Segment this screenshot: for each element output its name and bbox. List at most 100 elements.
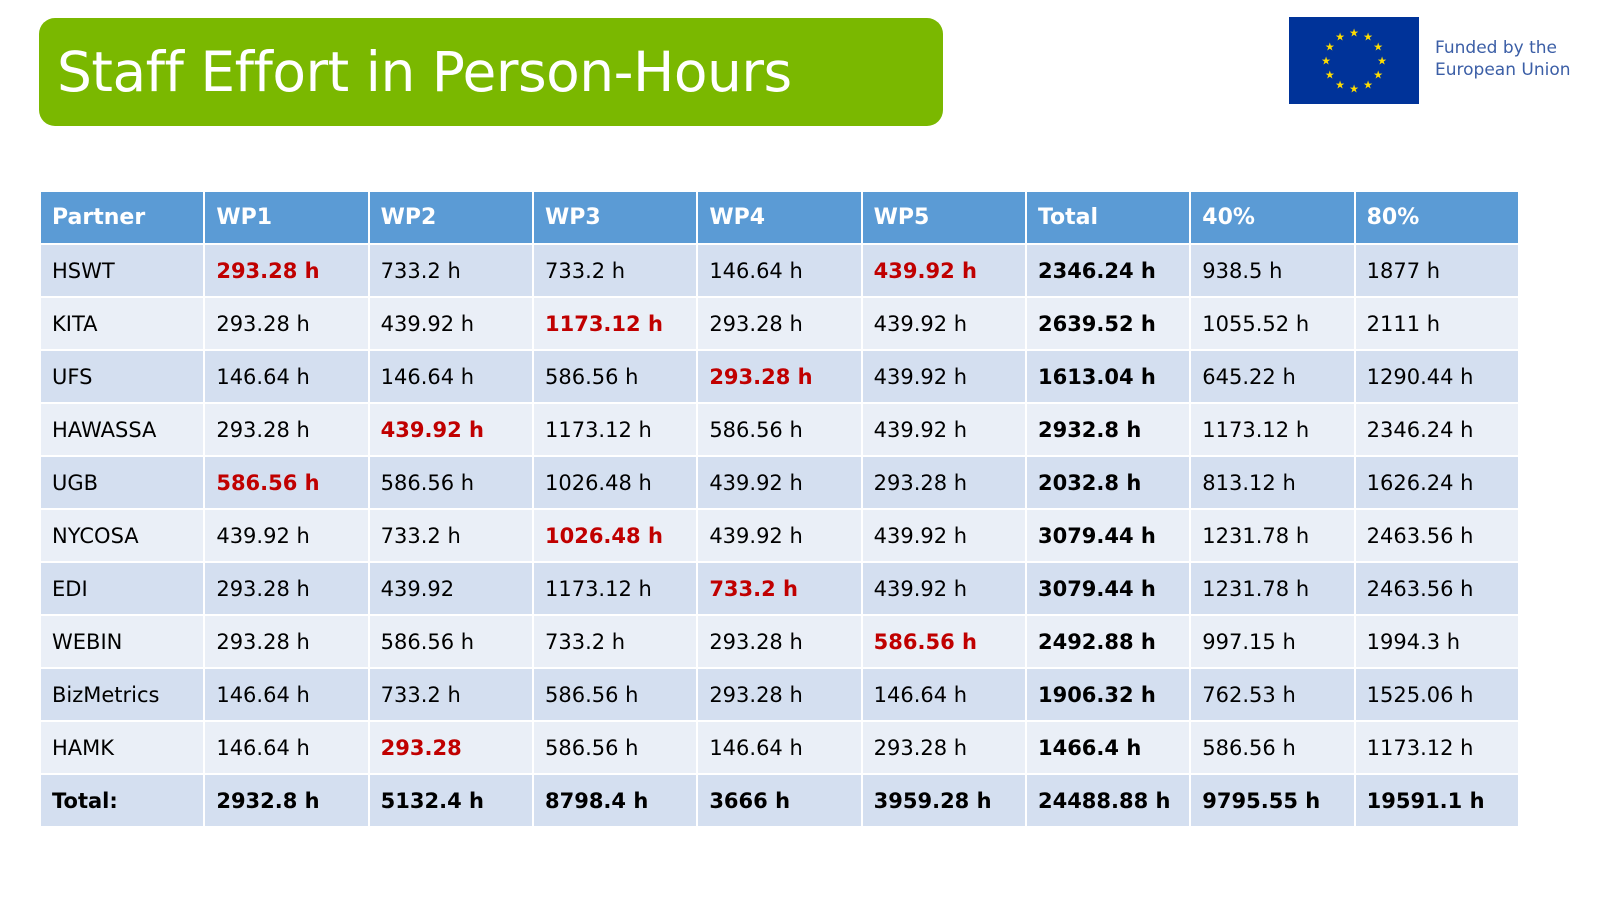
hours-cell: 439.92 h — [860, 402, 1027, 457]
hours-cell: 439.92 h — [860, 349, 1027, 404]
star-icon: ★ — [1349, 27, 1359, 40]
total-value-cell: 3666 h — [696, 773, 863, 828]
hours-cell: 733.2 h — [531, 243, 699, 298]
star-icon: ★ — [1325, 69, 1335, 82]
table-row: HSWT 293.28 h 733.2 h 733.2 h 146.64 h 439.92… — [38, 243, 1521, 298]
hours-cell: 439.92 h — [860, 296, 1027, 351]
hours-cell: 586.56 h — [531, 349, 699, 404]
hours-cell: 1055.52 h — [1189, 296, 1356, 351]
total-cell: 1613.04 h — [1024, 349, 1192, 404]
total-cell: 2639.52 h — [1024, 296, 1192, 351]
hours-cell: 293.28 h — [860, 455, 1027, 510]
hours-cell: 1173.12 h — [531, 561, 699, 616]
total-cell: 3079.44 h — [1024, 561, 1192, 616]
hours-cell: 439.92 h — [203, 508, 370, 563]
total-cell: 2492.88 h — [1024, 614, 1192, 669]
column-header: WP4 — [696, 190, 863, 245]
total-value-cell: 5132.4 h — [367, 773, 534, 828]
hours-cell: 293.28 h — [203, 561, 370, 616]
hours-cell: 1173.12 h — [531, 402, 699, 457]
table-row: HAWASSA 293.28 h 439.92 h 1173.12 h 586.56 h… — [38, 402, 1521, 457]
table-row: EDI 293.28 h 439.92 1173.12 h 733.2 h 439.92 … — [38, 561, 1521, 616]
hours-cell: 645.22 h — [1189, 349, 1356, 404]
hours-cell: 439.92 h — [367, 296, 534, 351]
hours-cell: 733.2 h — [367, 243, 534, 298]
hours-cell: 146.64 h — [367, 349, 534, 404]
hours-cell: 439.92 h — [860, 508, 1027, 563]
funding-text: Funded by the European Union — [1435, 37, 1571, 81]
hours-cell: 1026.48 h — [531, 508, 699, 563]
total-value-cell: 24488.88 h — [1024, 773, 1192, 828]
partner-cell: HAWASSA — [38, 402, 206, 457]
table-row: UFS 146.64 h 146.64 h 586.56 h 293.28 h 439.9… — [38, 349, 1521, 404]
partner-cell: EDI — [38, 561, 206, 616]
column-header: WP3 — [531, 190, 699, 245]
hours-cell: 1877 h — [1353, 243, 1521, 298]
hours-cell: 586.56 h — [367, 614, 534, 669]
table-row: BizMetrics 146.64 h 733.2 h 586.56 h 293.28 … — [38, 667, 1521, 722]
total-cell: 1906.32 h — [1024, 667, 1192, 722]
eu-flag-icon: ★ ★ ★ ★ ★ ★ ★ ★ ★ ★ ★ ★ — [1289, 17, 1419, 104]
hours-cell: 439.92 h — [696, 455, 863, 510]
table-row: KITA 293.28 h 439.92 h 1173.12 h 293.28 h 439… — [38, 296, 1521, 351]
partner-cell: NYCOSA — [38, 508, 206, 563]
hours-cell: 439.92 h — [860, 561, 1027, 616]
total-value-cell: 3959.28 h — [860, 773, 1027, 828]
hours-cell: 439.92 — [367, 561, 534, 616]
hours-cell: 586.56 h — [367, 455, 534, 510]
table-row: NYCOSA 439.92 h 733.2 h 1026.48 h 439.92 h 43… — [38, 508, 1521, 563]
hours-cell: 439.92 h — [367, 402, 534, 457]
hours-cell: 146.64 h — [203, 349, 370, 404]
hours-cell: 586.56 h — [531, 667, 699, 722]
column-header: Partner — [38, 190, 206, 245]
hours-cell: 1525.06 h — [1353, 667, 1521, 722]
hours-cell: 1231.78 h — [1189, 561, 1356, 616]
hours-cell: 293.28 h — [203, 402, 370, 457]
hours-cell: 2463.56 h — [1353, 561, 1521, 616]
star-icon: ★ — [1349, 83, 1359, 96]
table-row: WEBIN 293.28 h 586.56 h 733.2 h 293.28 h 586.… — [38, 614, 1521, 669]
total-cell: 2032.8 h — [1024, 455, 1192, 510]
hours-cell: 2346.24 h — [1353, 402, 1521, 457]
hours-cell: 146.64 h — [696, 243, 863, 298]
hours-cell: 293.28 h — [860, 720, 1027, 775]
partner-cell: HAMK — [38, 720, 206, 775]
hours-cell: 293.28 h — [696, 614, 863, 669]
hours-cell: 146.64 h — [860, 667, 1027, 722]
hours-cell: 586.56 h — [203, 455, 370, 510]
hours-cell: 762.53 h — [1189, 667, 1356, 722]
hours-cell: 733.2 h — [367, 667, 534, 722]
total-row: Total: 2932.8 h 5132.4 h 8798.4 h 3666 h 3959… — [38, 773, 1521, 828]
partner-cell: BizMetrics — [38, 667, 206, 722]
hours-cell: 1173.12 h — [531, 296, 699, 351]
hours-cell: 1026.48 h — [531, 455, 699, 510]
hours-cell: 146.64 h — [696, 720, 863, 775]
hours-cell: 1173.12 h — [1189, 402, 1356, 457]
hours-cell: 1626.24 h — [1353, 455, 1521, 510]
total-cell: 2346.24 h — [1024, 243, 1192, 298]
hours-cell: 293.28 h — [696, 667, 863, 722]
hours-cell: 938.5 h — [1189, 243, 1356, 298]
hours-cell: 813.12 h — [1189, 455, 1356, 510]
hours-cell: 733.2 h — [696, 561, 863, 616]
hours-cell: 733.2 h — [367, 508, 534, 563]
hours-cell: 293.28 h — [203, 296, 370, 351]
partner-cell: HSWT — [38, 243, 206, 298]
hours-cell: 1290.44 h — [1353, 349, 1521, 404]
hours-cell: 1173.12 h — [1353, 720, 1521, 775]
total-value-cell: 8798.4 h — [531, 773, 699, 828]
star-icon: ★ — [1377, 55, 1387, 68]
hours-cell: 439.92 h — [860, 243, 1027, 298]
total-label: Total: — [38, 773, 206, 828]
table-header-row: Partner WP1 WP2 WP3 WP4 WP5 Total 40% 80% — [38, 190, 1521, 245]
star-icon: ★ — [1325, 41, 1335, 54]
hours-cell: 146.64 h — [203, 667, 370, 722]
eu-funding-logo: ★ ★ ★ ★ ★ ★ ★ ★ ★ ★ ★ ★ Funded by the European Unio… — [1289, 17, 1589, 105]
star-icon: ★ — [1321, 55, 1331, 68]
hours-cell: 586.56 h — [1189, 720, 1356, 775]
hours-cell: 586.56 h — [696, 402, 863, 457]
star-icon: ★ — [1373, 69, 1383, 82]
hours-cell: 733.2 h — [531, 614, 699, 669]
hours-cell: 2111 h — [1353, 296, 1521, 351]
hours-cell: 439.92 h — [696, 508, 863, 563]
